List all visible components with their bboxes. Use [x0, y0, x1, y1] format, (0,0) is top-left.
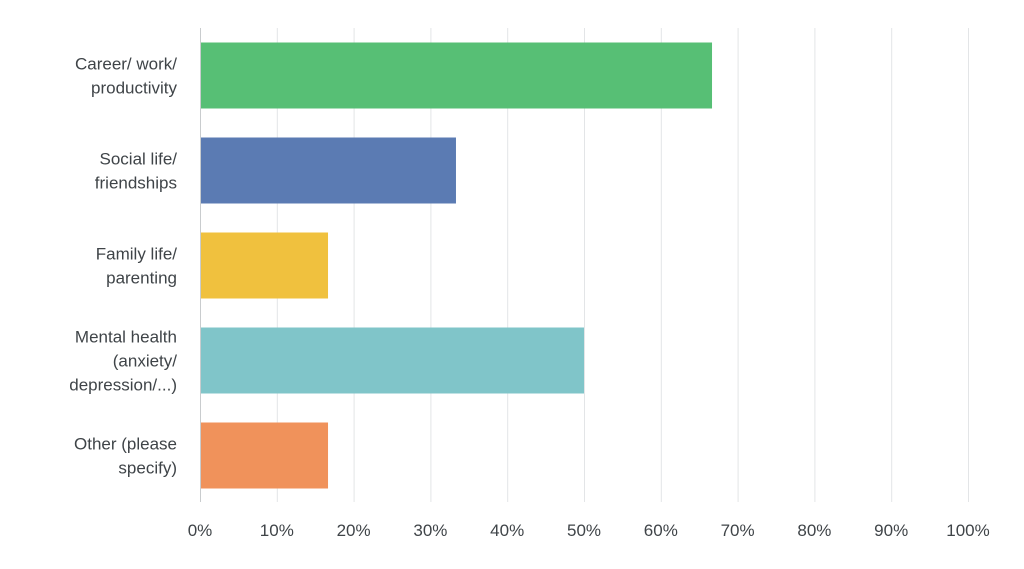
bar [201, 232, 329, 299]
x-tick-label: 10% [260, 521, 294, 540]
bar-group [201, 42, 713, 489]
category-labels: Career/ work/productivity Social life/fri… [69, 55, 177, 478]
x-tick-label: 0% [188, 521, 213, 540]
x-tick-label: 30% [413, 521, 447, 540]
x-tick-label: 80% [797, 521, 831, 540]
bar [201, 422, 329, 489]
category-label: Social life/friendships [95, 150, 177, 193]
bar [201, 42, 713, 109]
x-tick-label: 50% [567, 521, 601, 540]
x-tick-labels: 0% 10% 20% 30% 40% 50% 60% 70% 80% 90% 100% [188, 521, 990, 540]
x-tick-label: 60% [644, 521, 678, 540]
x-tick-label: 100% [946, 521, 989, 540]
x-tick-label: 70% [721, 521, 755, 540]
category-label: Career/ work/productivity [75, 55, 178, 98]
x-tick-label: 20% [337, 521, 371, 540]
x-tick-label: 90% [874, 521, 908, 540]
bar [201, 137, 456, 204]
category-label: Other (please specify) [74, 435, 177, 478]
bar [201, 327, 584, 394]
category-label: Family life/parenting [96, 245, 178, 288]
category-label: Mental health (anxiety/depression/...) [69, 328, 177, 395]
x-tick-label: 40% [490, 521, 524, 540]
